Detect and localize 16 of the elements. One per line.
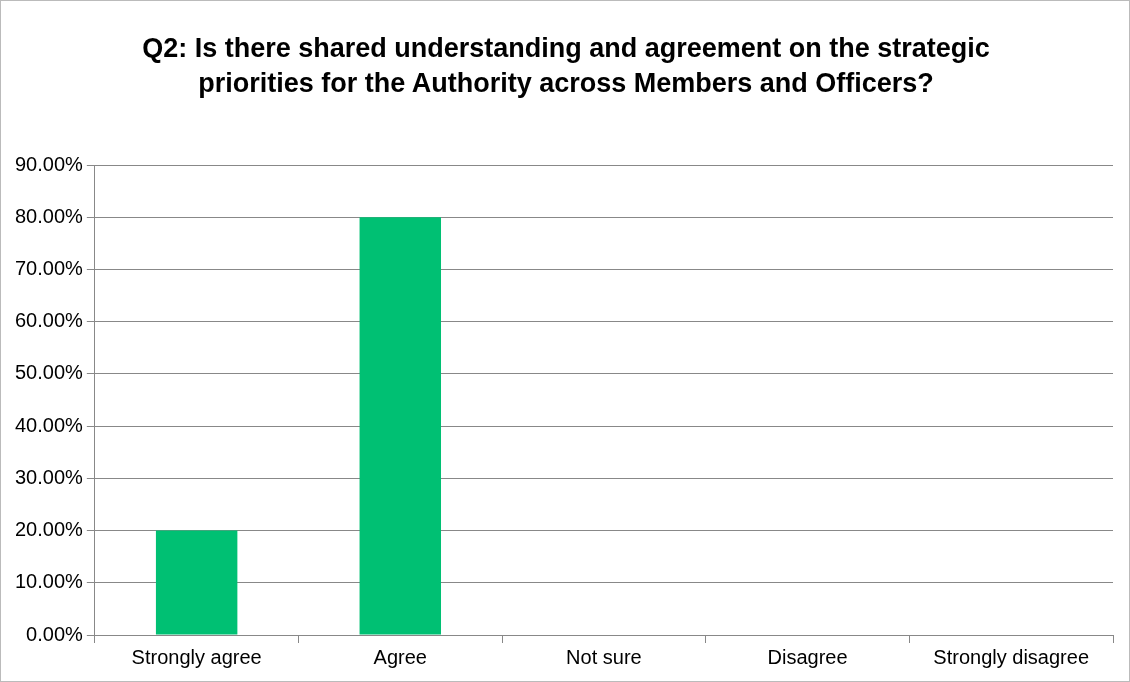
y-tick-label: 30.00% <box>14 465 84 488</box>
x-tick-label: Not sure <box>566 645 642 668</box>
y-tick-label: 50.00% <box>14 361 84 384</box>
x-tick-label: Disagree <box>767 645 848 668</box>
y-tick-label: 90.00% <box>14 152 84 175</box>
x-tick-label: Strongly disagree <box>933 645 1090 668</box>
y-tick-label: 0.00% <box>26 622 84 645</box>
y-tick-label: 60.00% <box>14 309 84 332</box>
y-tick-label: 40.00% <box>14 413 84 436</box>
chart-title: Q2: Is there shared understanding and agreement on the strategic priorities for the Authority across Members and Officers? <box>141 32 991 100</box>
y-tick-label: 20.00% <box>14 518 84 541</box>
y-tick-label: 80.00% <box>14 204 84 227</box>
y-tick-label: 70.00% <box>14 256 84 279</box>
x-tick-label: Agree <box>373 645 427 668</box>
y-tick-label: 10.00% <box>14 570 84 593</box>
x-tick-label: Strongly agree <box>131 645 262 668</box>
